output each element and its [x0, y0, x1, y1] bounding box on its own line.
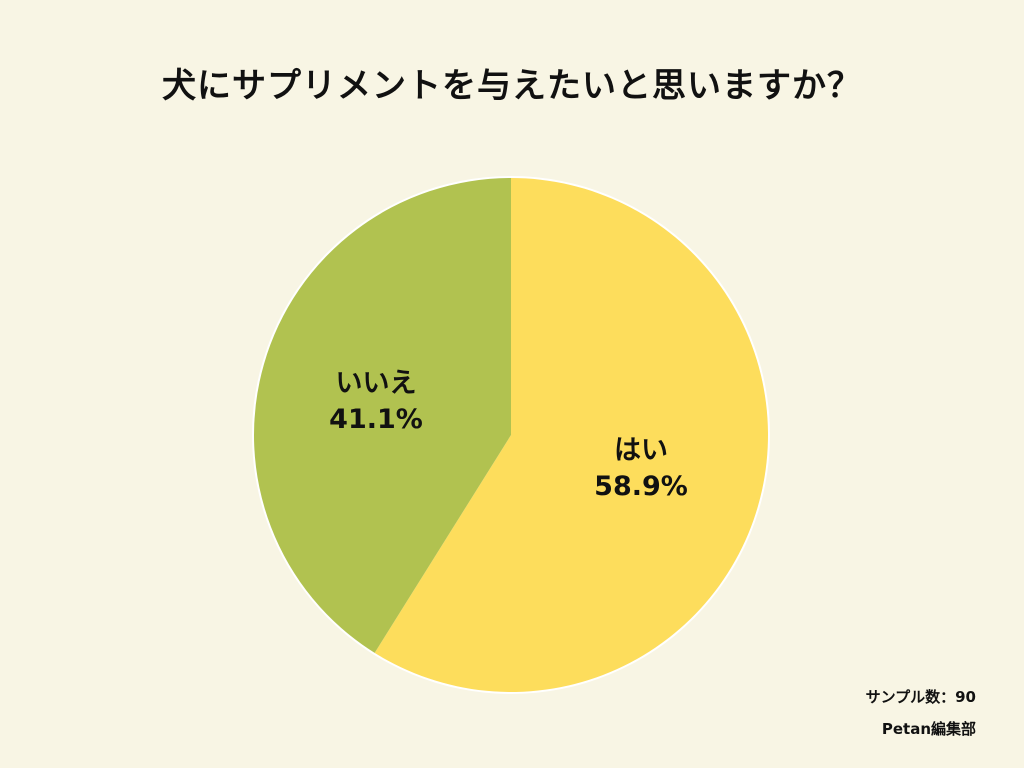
- slice-label-no: いいえ 41.1%: [286, 366, 466, 438]
- slice-yes-name: はい: [614, 435, 668, 466]
- slice-label-yes: はい 58.9%: [551, 433, 731, 505]
- slice-yes-pct: 58.9%: [594, 471, 688, 502]
- pie-slice-yes: [374, 178, 768, 692]
- sample-size: サンプル数：90: [865, 688, 976, 706]
- chart-title: 犬にサプリメントを与えたいと思いますか？: [162, 66, 862, 106]
- slice-no-pct: 41.1%: [329, 404, 423, 435]
- slice-no-name: いいえ: [335, 368, 417, 399]
- source-credit: Petan編集部: [881, 720, 976, 738]
- pie-slice-no: [254, 178, 511, 653]
